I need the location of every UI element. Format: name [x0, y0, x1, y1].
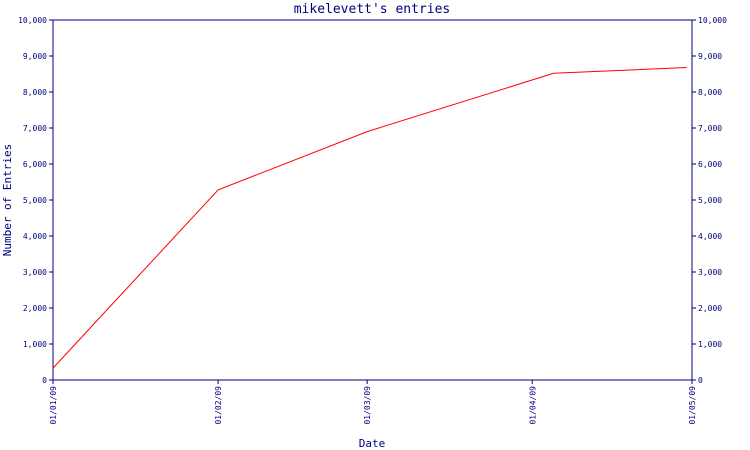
- y-tick-label-right: 7,000: [698, 124, 722, 133]
- x-tick-label: 01/01/09: [49, 386, 58, 425]
- y-tick-label-right: 2,000: [698, 304, 722, 313]
- y-tick-label-left: 0: [42, 376, 47, 385]
- series-line: [52, 67, 687, 369]
- x-tick-label: 01/03/09: [363, 386, 372, 425]
- y-tick-label-right: 10,000: [698, 16, 727, 25]
- x-tick-label: 01/02/09: [214, 386, 223, 425]
- y-tick-label-left: 4,000: [23, 232, 47, 241]
- x-tick-label: 01/04/09: [528, 386, 537, 425]
- y-tick-label-left: 1,000: [23, 340, 47, 349]
- y-tick-label-right: 1,000: [698, 340, 722, 349]
- y-tick-label-right: 8,000: [698, 88, 722, 97]
- x-tick-label: 01/05/09: [688, 386, 697, 425]
- y-tick-label-left: 8,000: [23, 88, 47, 97]
- y-tick-label-left: 10,000: [18, 16, 47, 25]
- y-tick-label-left: 2,000: [23, 304, 47, 313]
- plot-frame: [52, 19, 693, 381]
- y-tick-label-right: 5,000: [698, 196, 722, 205]
- plot-border: [52, 19, 693, 381]
- y-axis-title: Number of Entries: [1, 144, 14, 257]
- y-tick-label-left: 9,000: [23, 52, 47, 61]
- x-axis-title: Date: [359, 437, 386, 450]
- y-tick-label-right: 4,000: [698, 232, 722, 241]
- y-axis-right: 0 1,000 2,000 3,000 4,000 5,000 6,000 7,000 8,00…: [692, 16, 727, 385]
- y-tick-label-right: 6,000: [698, 160, 722, 169]
- y-tick-label-left: 6,000: [23, 160, 47, 169]
- series-layer: [52, 67, 687, 369]
- y-axis-left: 0 1,000 2,000 3,000 4,000 5,000 6,000 7,000 8,00…: [18, 16, 53, 385]
- y-tick-label-right: 3,000: [698, 268, 722, 277]
- y-tick-label-left: 5,000: [23, 196, 47, 205]
- chart-title: mikelevett's entries: [294, 2, 451, 17]
- y-tick-label-left: 3,000: [23, 268, 47, 277]
- y-tick-label-left: 7,000: [23, 124, 47, 133]
- x-axis: 01/01/09 01/02/09 01/03/09 01/04/09 01/05/09: [49, 380, 697, 425]
- y-tick-label-right: 9,000: [698, 52, 722, 61]
- y-tick-label-right: 0: [698, 376, 703, 385]
